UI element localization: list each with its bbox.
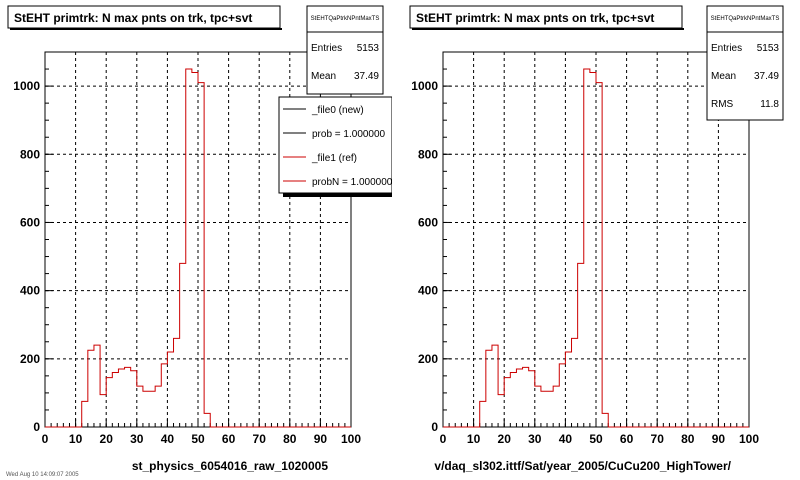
legend-entry-ref: _file1 (ref): [311, 153, 357, 164]
right-histogram-line: [443, 68, 749, 428]
left-x-tick-label: 90: [314, 432, 328, 446]
left-x-tick-label: 70: [253, 432, 267, 446]
right-entries-label: Entries: [711, 43, 742, 54]
right-x-tick-label: 50: [589, 432, 603, 446]
right-x-tick-label: 100: [739, 432, 759, 446]
left-x-tick-label: 10: [69, 432, 83, 446]
left-x-tick-label: 30: [130, 432, 144, 446]
left-stats-title: StEHTQaPtrkNPntMaxTS: [311, 16, 380, 22]
right-x-tick-label: 20: [498, 432, 512, 446]
left-y-tick-label: 1000: [13, 79, 40, 93]
right-entries-value: 5153: [757, 43, 780, 54]
right-rms-label: RMS: [711, 99, 734, 110]
right-title: StEHT primtrk: N max pnts on trk, tpc+sv…: [416, 11, 654, 25]
left-y-tick-label: 400: [20, 284, 40, 298]
right-y-tick-label: 400: [418, 284, 438, 298]
legend-entry-new: _file0 (new): [311, 105, 364, 116]
left-x-axis-label: st_physics_6054016_raw_1020005: [132, 459, 328, 473]
left-title-box-shadow: [10, 28, 282, 30]
right-rms-value: 11.8: [760, 99, 779, 110]
left-y-tick-label: 600: [20, 215, 40, 229]
right-y-tick-label: 1000: [411, 79, 438, 93]
left-y-tick-label: 800: [20, 147, 40, 161]
right-y-tick-label: 800: [418, 147, 438, 161]
right-x-tick-label: 40: [559, 432, 573, 446]
left-stats-box: [306, 5, 384, 95]
right-histogram: [443, 68, 749, 428]
left-x-tick-label: 0: [42, 432, 49, 446]
right-x-tick-label: 10: [467, 432, 481, 446]
right-title-box-shadow: [412, 28, 684, 30]
canvas-divider: [392, 0, 408, 480]
legend-entry-prob: prob = 1.000000: [312, 129, 386, 140]
left-entries-label: Entries: [311, 43, 342, 54]
left-x-tick-label: 50: [191, 432, 205, 446]
left-mean-value: 37.49: [354, 71, 379, 82]
right-x-axis-label: v/daq_sl302.ittf/Sat/year_2005/CuCu200_H…: [434, 459, 731, 473]
left-title: StEHT primtrk: N max pnts on trk, tpc+sv…: [14, 11, 252, 25]
left-entries-value: 5153: [357, 43, 380, 54]
right-y-tick-label: 200: [418, 352, 438, 366]
left-y-tick-label: 0: [33, 420, 40, 434]
right-mean-label: Mean: [711, 71, 736, 82]
left-x-tick-label: 20: [100, 432, 114, 446]
left-histogram: [45, 68, 351, 428]
legend-entry-probn: probN = 1.000000: [312, 177, 393, 188]
right-mean-value: 37.49: [754, 71, 779, 82]
right-x-tick-label: 90: [712, 432, 726, 446]
left-x-tick-label: 100: [341, 432, 361, 446]
right-y-tick-label: 600: [418, 215, 438, 229]
left-histogram-line: [45, 68, 351, 428]
right-x-tick-label: 80: [681, 432, 695, 446]
left-mean-label: Mean: [311, 71, 336, 82]
left-x-tick-label: 80: [283, 432, 297, 446]
right-x-tick-label: 60: [620, 432, 634, 446]
legend-box: [278, 96, 393, 194]
left-panel: 0 10 20 30 40 50 60 70 80 90 10002004006008001000 …: [7, 0, 408, 480]
right-x-tick-label: 0: [440, 432, 447, 446]
right-x-tick-label: 30: [528, 432, 542, 446]
footer-timestamp: Wed Aug 10 14:09:07 2005: [6, 472, 79, 478]
right-x-tick-label: 70: [651, 432, 665, 446]
left-x-tick-label: 60: [222, 432, 236, 446]
left-x-tick-label: 40: [161, 432, 175, 446]
right-stats-title: StEHTQaPtrkNPntMaxTS: [711, 16, 780, 22]
left-y-tick-label: 200: [20, 352, 40, 366]
right-panel: 0 10 20 30 40 50 60 70 80 90 10002004006008001000 …: [409, 5, 784, 473]
right-y-tick-label: 0: [431, 420, 438, 434]
right-stats-box: [706, 5, 784, 121]
